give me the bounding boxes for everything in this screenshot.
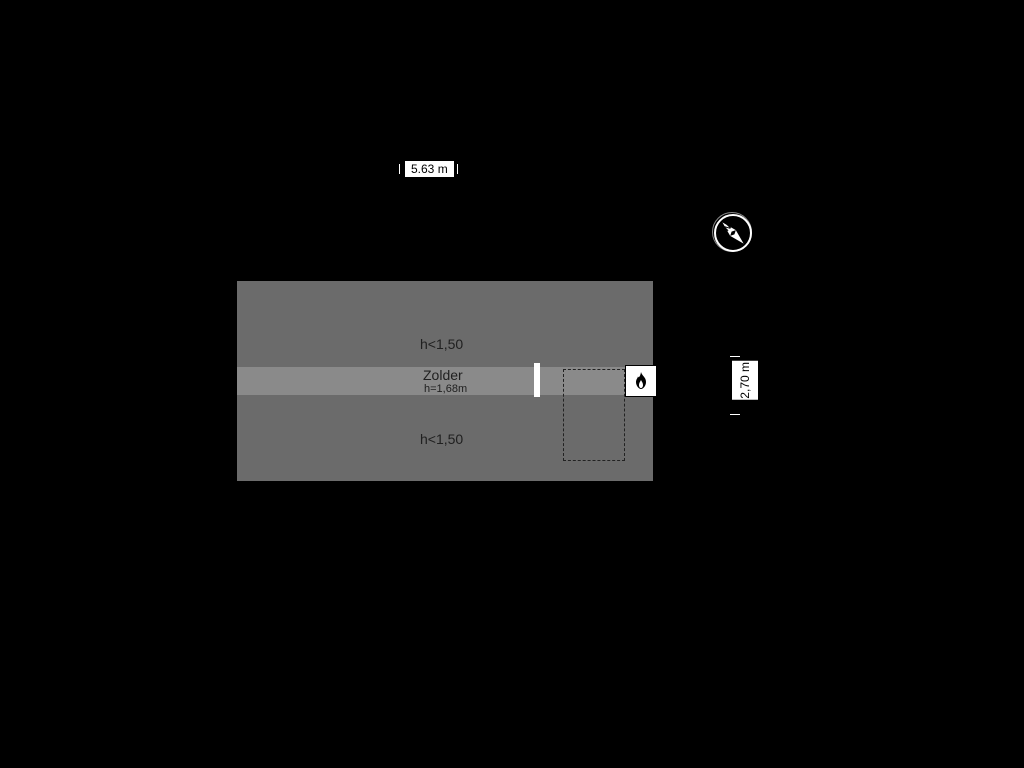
zone-label-top: h<1,50 [420,336,463,352]
zone-label-bottom: h<1,50 [420,431,463,447]
dim-height-tick-bottom [730,414,740,415]
room-zolder: h<1,50 Zolder h=1,68m h<1,50 [237,281,653,481]
dimension-width-text: 5.63 m [411,162,448,176]
flame-icon [633,372,649,390]
dim-height-tick-top [730,356,740,357]
dim-width-tick-left [399,164,400,174]
dimension-height: 2,70 m [731,360,759,401]
stair-opening [563,369,625,461]
dimension-width: 5.63 m [404,160,455,178]
room-name: Zolder [423,367,463,383]
skylight [534,363,540,397]
heater-unit [625,365,657,397]
dimension-height-text: 2,70 m [738,362,752,399]
dim-width-tick-right [457,164,458,174]
room-height: h=1,68m [424,383,467,395]
compass-icon: N [714,214,752,252]
floor-plan-canvas: 5.63 m 2,70 m N h<1,50 Zolder h=1,68m h<… [0,0,1024,768]
